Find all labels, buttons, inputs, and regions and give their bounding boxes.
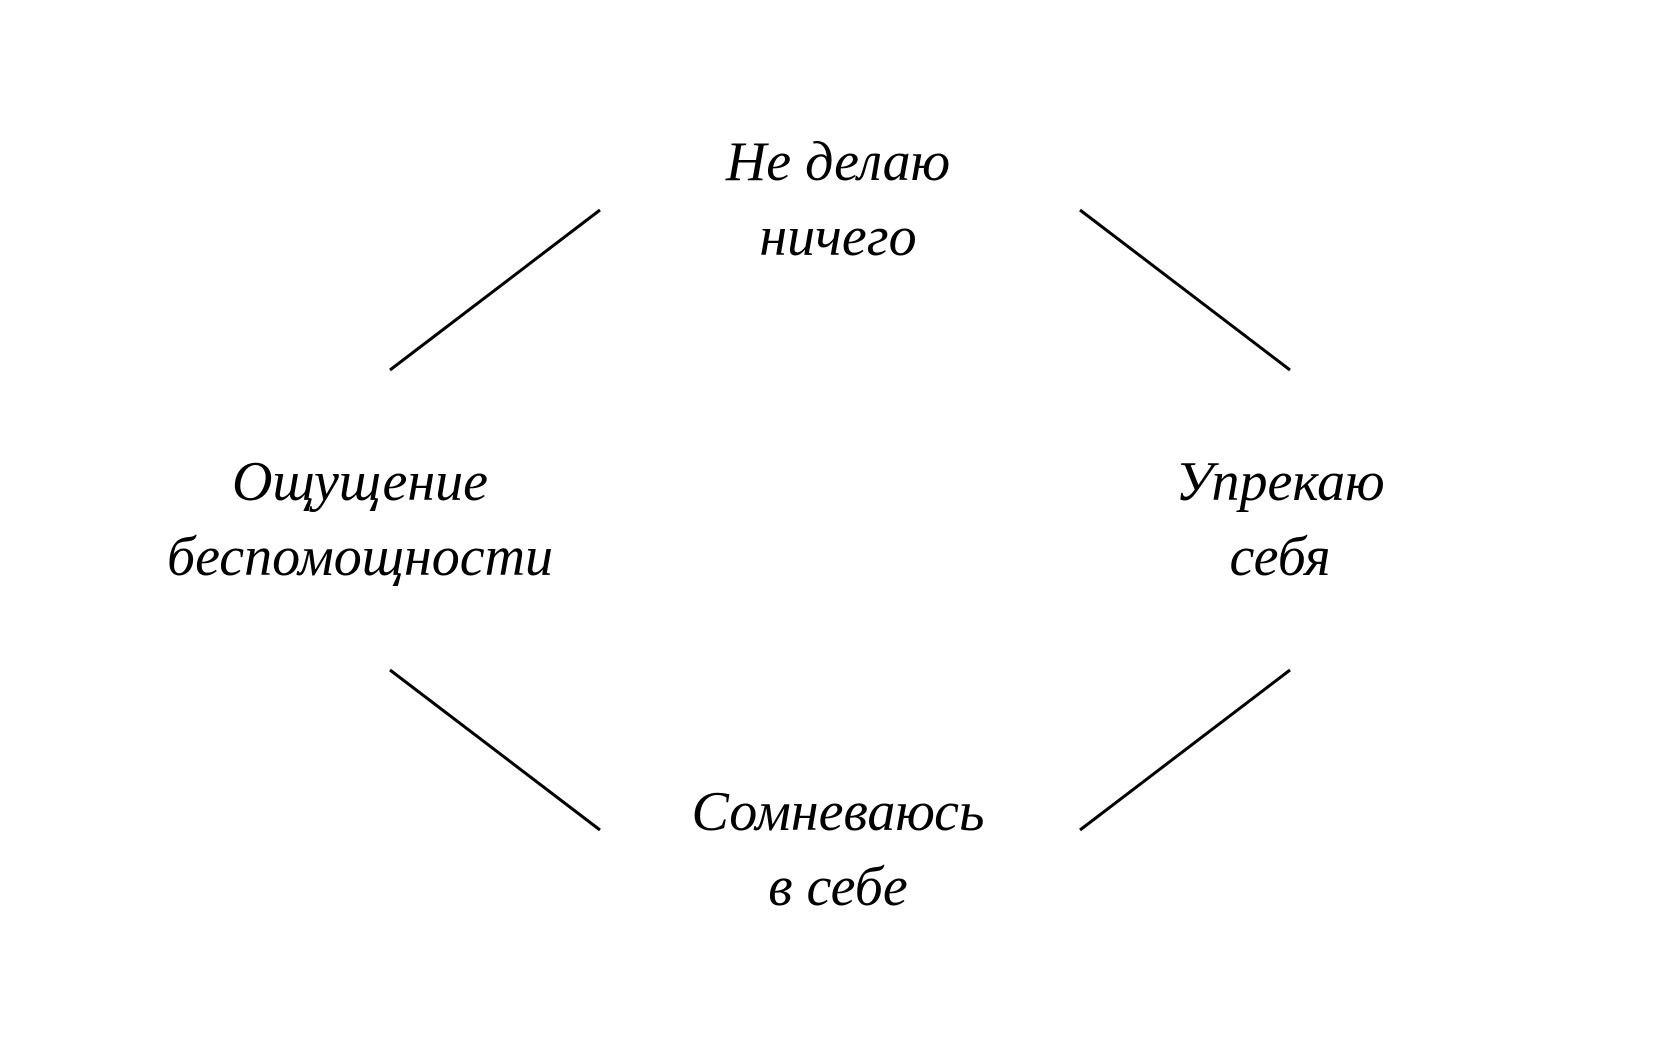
node-bottom-line2: в себе <box>588 850 1088 926</box>
edge-left-top <box>390 210 600 370</box>
node-right-line2: себя <box>1070 520 1490 596</box>
node-top-line2: ничего <box>628 200 1048 276</box>
node-right: Упрекаю себя <box>1070 445 1490 596</box>
node-top: Не делаю ничего <box>628 125 1048 276</box>
node-left-line2: беспомощности <box>70 520 650 596</box>
node-right-line1: Упрекаю <box>1070 445 1490 521</box>
node-left-line1: Ощущение <box>70 445 650 521</box>
edge-top-right <box>1080 210 1290 370</box>
cycle-diagram: Не делаю ничего Упрекаю себя Сомневаюсь … <box>0 0 1676 1050</box>
node-bottom: Сомневаюсь в себе <box>588 775 1088 926</box>
node-left: Ощущение беспомощности <box>70 445 650 596</box>
node-bottom-line1: Сомневаюсь <box>588 775 1088 851</box>
edge-bottom-left <box>390 670 600 830</box>
node-top-line1: Не делаю <box>628 125 1048 201</box>
edge-right-bottom <box>1080 670 1290 830</box>
